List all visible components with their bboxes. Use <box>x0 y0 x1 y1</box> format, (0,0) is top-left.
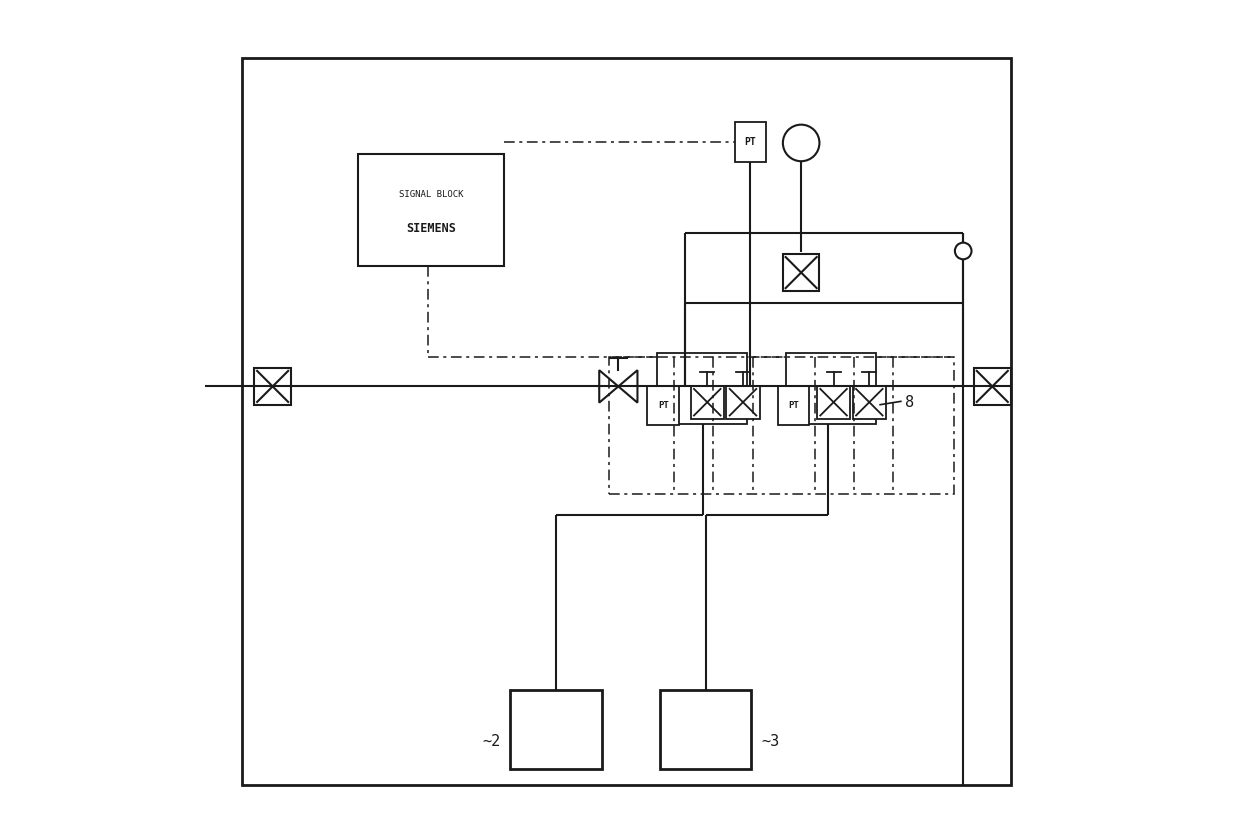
Bar <box>777 386 810 425</box>
Circle shape <box>782 125 820 161</box>
Polygon shape <box>599 370 619 403</box>
Polygon shape <box>619 370 637 403</box>
Text: 8: 8 <box>905 395 914 410</box>
Bar <box>609 357 954 494</box>
Bar <box>973 368 1011 405</box>
Bar <box>358 154 503 266</box>
Text: ~3: ~3 <box>761 734 780 749</box>
Bar <box>242 58 1011 785</box>
Bar <box>254 368 291 405</box>
Bar <box>782 254 820 291</box>
Text: ~2: ~2 <box>482 734 500 749</box>
Text: PT: PT <box>789 401 799 410</box>
Text: PT: PT <box>744 137 756 147</box>
Bar <box>660 690 751 769</box>
Text: SIGNAL BLOCK: SIGNAL BLOCK <box>399 189 464 199</box>
Bar <box>647 386 680 425</box>
Bar <box>734 122 766 162</box>
Text: SIEMENS: SIEMENS <box>405 223 456 235</box>
Bar <box>691 386 724 419</box>
Bar <box>727 386 760 419</box>
Bar <box>657 353 748 424</box>
Bar <box>853 386 885 419</box>
Circle shape <box>955 243 971 259</box>
Bar <box>786 353 875 424</box>
Bar <box>511 690 601 769</box>
Text: PT: PT <box>658 401 668 410</box>
Bar <box>817 386 851 419</box>
